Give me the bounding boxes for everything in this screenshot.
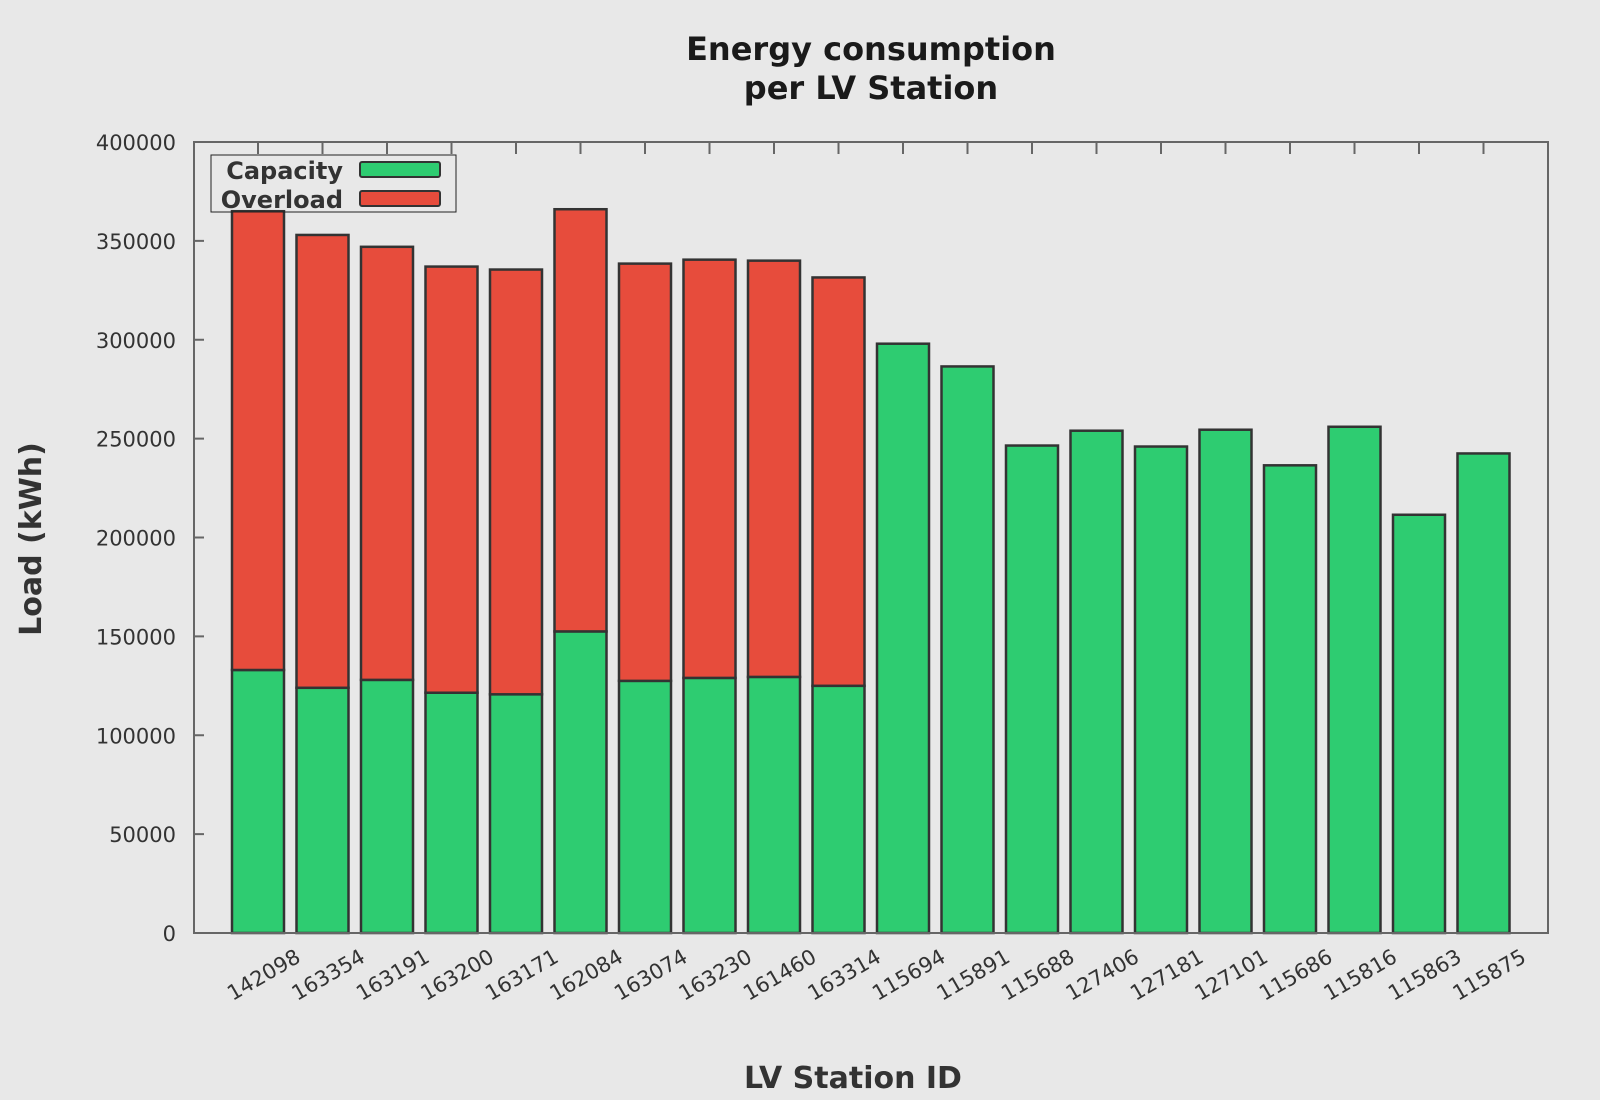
- bar-overload-163354: [295, 233, 350, 690]
- y-tick-label: 100000: [96, 724, 176, 748]
- x-tick-label-115694: 115694: [868, 945, 949, 1006]
- x-tick-label-115875: 115875: [1449, 945, 1530, 1006]
- x-tick-label-127406: 127406: [1062, 945, 1143, 1006]
- bar-overload-163171: [488, 268, 544, 696]
- x-tick-label-115891: 115891: [933, 945, 1014, 1006]
- bar-capacity-115891: [940, 365, 995, 935]
- bar-capacity-127101: [1198, 428, 1253, 935]
- y-tick-label: 0: [163, 922, 176, 946]
- x-tick-label-115688: 115688: [997, 945, 1078, 1006]
- bar-capacity-163354: [295, 686, 350, 935]
- x-tick-label-163354: 163354: [288, 945, 369, 1006]
- bars-group: [230, 207, 1511, 935]
- y-tick-label: 400000: [96, 131, 176, 155]
- bar-capacity-162084: [553, 630, 608, 935]
- bar-capacity-115875: [1456, 452, 1511, 935]
- legend-box: [210, 154, 457, 213]
- bar-capacity-115694: [875, 342, 931, 935]
- bar-capacity-163074: [617, 679, 673, 935]
- chart-title-line-2: per LV Station: [744, 69, 998, 107]
- legend-swatch-capacity: [359, 161, 441, 178]
- bar-capacity-161460: [746, 675, 802, 935]
- x-tick-label-163191: 163191: [352, 945, 433, 1006]
- bar-capacity-163230: [682, 676, 737, 935]
- bar-overload-163314: [811, 276, 866, 688]
- bar-overload-163074: [617, 262, 673, 683]
- y-tick-label: 350000: [96, 230, 176, 254]
- bar-capacity-115816: [1327, 425, 1382, 935]
- bar-overload-163200: [424, 265, 479, 694]
- x-tick-label-115816: 115816: [1320, 945, 1401, 1006]
- x-tick-label-162084: 162084: [546, 945, 627, 1006]
- x-tick-label-115863: 115863: [1384, 945, 1465, 1006]
- bar-capacity-163314: [811, 684, 866, 935]
- y-tick-label: 50000: [109, 823, 176, 847]
- bar-capacity-163200: [424, 691, 479, 935]
- x-tick-label-115686: 115686: [1255, 945, 1336, 1006]
- bar-capacity-115863: [1391, 513, 1447, 935]
- x-tick-label-163314: 163314: [804, 945, 885, 1006]
- bar-capacity-163171: [488, 693, 544, 935]
- bar-overload-142098: [230, 209, 286, 672]
- x-tick-label-161460: 161460: [739, 945, 820, 1006]
- bar-overload-162084: [553, 207, 608, 633]
- legend-label-overload: Overload: [221, 186, 343, 214]
- y-axis-label: Load (kWh): [14, 442, 49, 636]
- bar-capacity-127181: [1133, 445, 1189, 935]
- x-tick-label-163200: 163200: [417, 945, 498, 1006]
- bar-capacity-142098: [230, 668, 286, 935]
- x-axis-label: LV Station ID: [744, 1061, 962, 1096]
- x-tick-label-127101: 127101: [1191, 945, 1272, 1006]
- bar-overload-161460: [746, 259, 802, 679]
- bar-capacity-127406: [1069, 429, 1124, 935]
- bar-capacity-115688: [1004, 444, 1060, 935]
- y-tick-label: 200000: [96, 527, 176, 551]
- x-tick-label-163171: 163171: [481, 945, 562, 1006]
- plot-frame: [193, 141, 1549, 934]
- legend-label-capacity: Capacity: [226, 157, 343, 185]
- x-tick-label-127181: 127181: [1126, 945, 1207, 1006]
- legend: Capacity Overload: [210, 154, 457, 214]
- y-tick-label: 150000: [96, 625, 176, 649]
- x-tick-label-163074: 163074: [610, 945, 691, 1006]
- y-axis-ticks: 0 50000 100000 150000 200000 250000 300000 3500…: [96, 131, 204, 946]
- y-tick-label: 300000: [96, 329, 176, 353]
- y-tick-label: 250000: [96, 428, 176, 452]
- bar-capacity-115686: [1262, 464, 1318, 935]
- bar-overload-163230: [682, 258, 737, 680]
- bar-capacity-163191: [359, 678, 415, 935]
- legend-swatch-overload: [359, 190, 441, 207]
- bar-overload-163191: [359, 245, 415, 682]
- x-tick-label-142098: 142098: [223, 945, 304, 1006]
- x-tick-label-163230: 163230: [675, 945, 756, 1006]
- chart-title-line-1: Energy consumption: [686, 30, 1056, 68]
